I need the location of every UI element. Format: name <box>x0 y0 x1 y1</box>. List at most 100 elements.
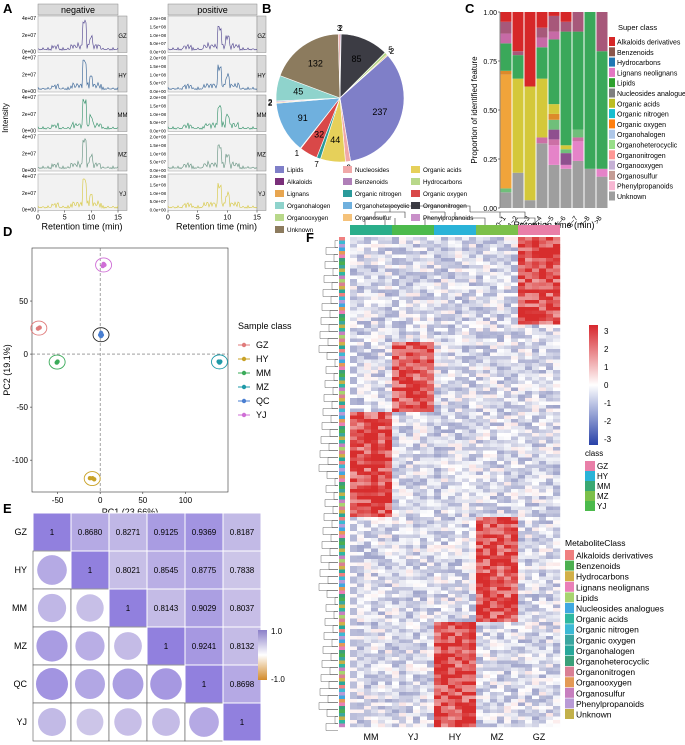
chromatogram-trace <box>167 104 258 130</box>
heatmap-cell <box>385 545 393 549</box>
heatmap-cell <box>483 352 491 357</box>
heatmap-cell <box>413 391 421 395</box>
y-tick-label-positive: 1.5e+08 <box>150 103 167 108</box>
heatmap-cell <box>357 587 365 591</box>
heatmap-cell <box>539 398 547 402</box>
metabolite-legend-label: Organosulfur <box>576 688 625 698</box>
heatmap-cell <box>364 674 372 679</box>
heatmap-cell <box>504 289 512 294</box>
heatmap-cell <box>462 349 470 353</box>
heatmap-cell <box>504 408 512 413</box>
heatmap-cell <box>532 433 540 437</box>
pca-point-yj <box>101 261 106 267</box>
heatmap-cell <box>441 331 449 336</box>
heatmap-cell <box>350 643 358 647</box>
heatmap-cell <box>350 622 358 626</box>
heatmap-cell <box>364 282 372 287</box>
y-tick-label-positive: 0.0e+00 <box>150 89 167 94</box>
y-tick-label: 1.00 <box>483 10 497 17</box>
heatmap-cell <box>469 660 477 665</box>
heatmap-cell <box>476 394 484 399</box>
heatmap-cell <box>448 398 456 402</box>
heatmap-cell <box>406 709 414 714</box>
heatmap-cell <box>364 240 372 245</box>
heatmap-cell <box>378 576 386 581</box>
heatmap-cell <box>427 706 435 710</box>
heatmap-cell <box>462 583 470 588</box>
legend-swatch <box>609 88 615 98</box>
heatmap-cell <box>490 307 498 311</box>
heatmap-cell <box>497 289 505 294</box>
row-class-annotation <box>339 608 345 612</box>
heatmap-cell <box>511 636 519 640</box>
heatmap-cell <box>434 629 442 633</box>
heatmap-cell <box>511 517 519 521</box>
heatmap-cell <box>392 363 400 367</box>
heatmap-cell <box>476 639 484 644</box>
heatmap-cell <box>504 461 512 465</box>
heatmap-cell <box>546 331 554 336</box>
heatmap-cell <box>455 282 463 287</box>
legend-swatch <box>609 47 615 57</box>
heatmap-cell <box>504 415 512 420</box>
heatmap-cell <box>392 321 400 325</box>
heatmap-cell <box>546 660 554 665</box>
heatmap-cell <box>525 293 533 297</box>
heatmap-cell <box>483 398 491 402</box>
heatmap-cell <box>378 247 386 252</box>
heatmap-cell <box>504 475 512 479</box>
heatmap-cell <box>385 335 393 339</box>
heatmap-cell <box>441 454 449 458</box>
heatmap-cell <box>427 482 435 486</box>
heatmap-cell <box>469 244 477 248</box>
stacked-bar-segment <box>524 12 536 87</box>
heatmap-cell <box>371 496 379 500</box>
heatmap-cell <box>357 359 365 364</box>
row-class-annotation <box>339 580 345 584</box>
heatmap-cell <box>504 503 512 507</box>
heatmap-cell <box>371 405 379 409</box>
heatmap-cell <box>427 492 435 497</box>
heatmap-cell <box>532 664 540 668</box>
heatmap-cell <box>539 261 547 266</box>
heatmap-cell <box>518 429 526 434</box>
heatmap-cell <box>350 300 358 304</box>
heatmap-cell <box>525 499 533 504</box>
heatmap-cell <box>371 464 379 469</box>
heatmap-cell <box>539 517 547 521</box>
row-class-annotation <box>339 405 345 409</box>
metabolite-legend-swatch <box>565 613 574 624</box>
heatmap-cell <box>490 552 498 556</box>
heatmap-cell <box>525 314 533 318</box>
heatmap-cell <box>462 324 470 329</box>
heatmap-cell <box>441 419 449 423</box>
column-dendrogram <box>364 205 536 225</box>
heatmap-cell <box>504 412 512 416</box>
heatmap-cell <box>448 331 456 336</box>
heatmap-cell <box>350 303 358 308</box>
heatmap-cell <box>420 527 428 532</box>
heatmap-cell <box>532 674 540 679</box>
correlation-value: 0.8143 <box>154 604 179 613</box>
heatmap-cell <box>371 671 379 675</box>
legend-swatch <box>609 98 615 108</box>
heatmap-cell <box>476 569 484 574</box>
heatmap-cell <box>420 566 428 570</box>
heatmap-cell <box>497 646 505 651</box>
heatmap-cell <box>378 272 386 276</box>
heatmap-cell <box>392 345 400 350</box>
heatmap-cell <box>532 380 540 385</box>
heatmap-cell <box>385 601 393 605</box>
heatmap-cell <box>539 450 547 455</box>
heatmap-cell <box>434 685 442 689</box>
heatmap-cell <box>469 331 477 336</box>
stacked-bar-segment <box>560 12 572 22</box>
heatmap-cell <box>406 303 414 308</box>
heatmap-cell <box>427 398 435 402</box>
heatmap-cell <box>385 489 393 493</box>
heatmap-cell <box>392 450 400 455</box>
heatmap-cell <box>427 688 435 693</box>
heatmap-cell <box>434 328 442 332</box>
heatmap-cell <box>371 615 379 619</box>
heatmap-cell <box>378 349 386 353</box>
